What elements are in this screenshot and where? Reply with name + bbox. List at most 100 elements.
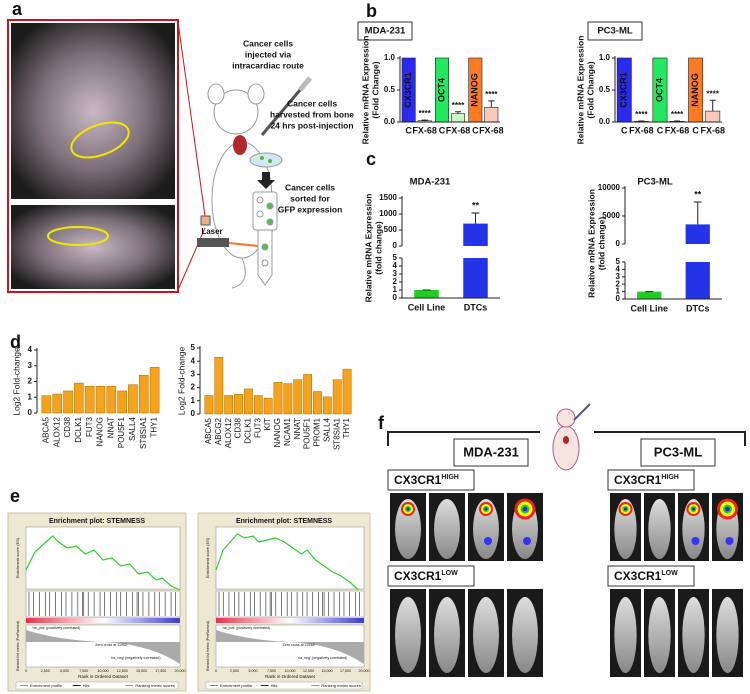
y-tick-label: 0.5 bbox=[384, 85, 396, 94]
axis bbox=[624, 186, 722, 300]
bar bbox=[84, 385, 95, 414]
bar bbox=[283, 383, 293, 415]
label-box bbox=[387, 565, 475, 587]
y-tick-label: 4 bbox=[616, 265, 621, 274]
mouse bbox=[434, 499, 460, 559]
signal bbox=[522, 506, 528, 512]
y-axis-label: (fold change) bbox=[373, 221, 383, 275]
bar bbox=[342, 368, 352, 415]
bar bbox=[52, 393, 63, 414]
bar bbox=[705, 110, 721, 123]
x-tick-label: FX-68 bbox=[665, 125, 690, 135]
hits bbox=[215, 590, 365, 618]
bracket bbox=[387, 431, 746, 446]
zoom-line bbox=[177, 227, 206, 291]
x-tick-label: DCLK1 bbox=[74, 416, 83, 442]
gsea-x-tick: 0 bbox=[25, 669, 27, 673]
x-tick-label: NNAT bbox=[293, 418, 302, 439]
mouse bbox=[716, 597, 739, 673]
es-curve bbox=[215, 533, 359, 591]
x-tick-label: DTCs bbox=[464, 302, 488, 312]
gsea-x-label: Rank in Ordered Dataset bbox=[265, 674, 316, 679]
y-axis-label: (Fold Change) bbox=[585, 61, 595, 118]
annotation: **** bbox=[418, 109, 431, 118]
mouse bbox=[648, 499, 671, 559]
gsea-x-tick: 15,000 bbox=[322, 669, 333, 673]
bar bbox=[224, 395, 234, 415]
bar bbox=[106, 385, 117, 414]
group-label: CX3CR1LOW bbox=[394, 569, 458, 583]
gsea-note: 'na_pos' (positively correlated) bbox=[32, 626, 80, 630]
y-tick-label: 500 bbox=[384, 225, 398, 234]
ranked-area bbox=[216, 630, 364, 664]
panel-label: c bbox=[366, 149, 376, 169]
bar bbox=[451, 113, 465, 123]
marker-name: CX3CR1 bbox=[394, 473, 442, 487]
x-tick-label: THY1 bbox=[150, 416, 159, 437]
annotation: **** bbox=[707, 89, 720, 98]
x-tick-label: CD38 bbox=[63, 416, 72, 437]
cell-line: MDA-231 bbox=[463, 444, 519, 459]
y-tick-label: 4 bbox=[28, 345, 33, 354]
title-box bbox=[587, 21, 643, 41]
annotation: **** bbox=[485, 90, 498, 99]
x-tick-label: ST8SIA1 bbox=[139, 416, 148, 449]
bar-label: OCT4 bbox=[436, 78, 446, 102]
bar-label: OCT4 bbox=[654, 78, 664, 102]
annotation: ** bbox=[472, 200, 480, 210]
schematic-text: harvested from bone bbox=[270, 109, 354, 119]
x-tick-label: C bbox=[692, 125, 699, 135]
y-tick-label: 0 bbox=[616, 294, 621, 303]
x-tick-label: Cell Line bbox=[630, 303, 668, 313]
bar bbox=[117, 390, 127, 414]
group-label: CX3CR1HIGH bbox=[614, 473, 679, 487]
bar-label: NANOG bbox=[470, 73, 480, 107]
label-box bbox=[607, 565, 695, 587]
bar-upper bbox=[685, 224, 710, 244]
gsea-x-tick: 7,500 bbox=[267, 669, 276, 673]
label-box bbox=[387, 469, 475, 491]
legend-label: Hits bbox=[271, 683, 278, 688]
x-tick-label: SALL4 bbox=[322, 417, 331, 442]
gsea-x-tick: 15,000 bbox=[136, 669, 147, 673]
legend-label: Hits bbox=[83, 683, 90, 688]
y-tick-label: 3 bbox=[28, 361, 33, 370]
gsea-x-tick: 20,000 bbox=[175, 669, 186, 673]
chart-title: MDA-231 bbox=[365, 26, 406, 37]
error-bar bbox=[693, 201, 702, 225]
title-box bbox=[357, 21, 413, 41]
annotation: **** bbox=[635, 110, 648, 119]
bar-label: CX3CR1 bbox=[619, 72, 629, 108]
bar bbox=[244, 388, 253, 415]
bar bbox=[95, 385, 106, 414]
gsea-x-tick: 7,500 bbox=[79, 669, 88, 673]
y-tick-label: 2 bbox=[191, 383, 196, 392]
mouse bbox=[682, 499, 705, 559]
line-box bbox=[640, 438, 716, 467]
y-tick-label: 5 bbox=[191, 343, 196, 352]
gsea-legend bbox=[205, 681, 363, 690]
y-axis-label: (fold change) bbox=[596, 217, 606, 271]
gsea-x-tick: 17,500 bbox=[340, 669, 351, 673]
bar-upper bbox=[463, 223, 488, 246]
bar bbox=[322, 396, 332, 415]
gsea-x-label: Rank in Ordered Dataset bbox=[78, 674, 129, 679]
bar bbox=[234, 393, 243, 415]
x-tick-label: ABCG2 bbox=[214, 417, 223, 445]
y-tick-label: 5 bbox=[616, 257, 621, 266]
y-axis-label: (Fold Change) bbox=[370, 61, 380, 118]
rank-bar bbox=[216, 618, 364, 623]
gsea-x-tick: 12,500 bbox=[117, 669, 128, 673]
y-tick-label: 1 bbox=[28, 392, 33, 401]
gsea-note: 'na_pos' (positively correlated) bbox=[222, 626, 270, 630]
y-tick-label: 4 bbox=[393, 261, 398, 270]
annotation: **** bbox=[671, 110, 684, 119]
mouse-icon bbox=[552, 403, 591, 471]
y-tick-label: 3 bbox=[393, 269, 398, 278]
bar bbox=[204, 395, 214, 415]
schematic-text: Cancer cells bbox=[285, 182, 335, 192]
bar bbox=[332, 379, 342, 415]
y-tick-label: 1000 bbox=[379, 209, 397, 218]
bar bbox=[63, 390, 73, 414]
